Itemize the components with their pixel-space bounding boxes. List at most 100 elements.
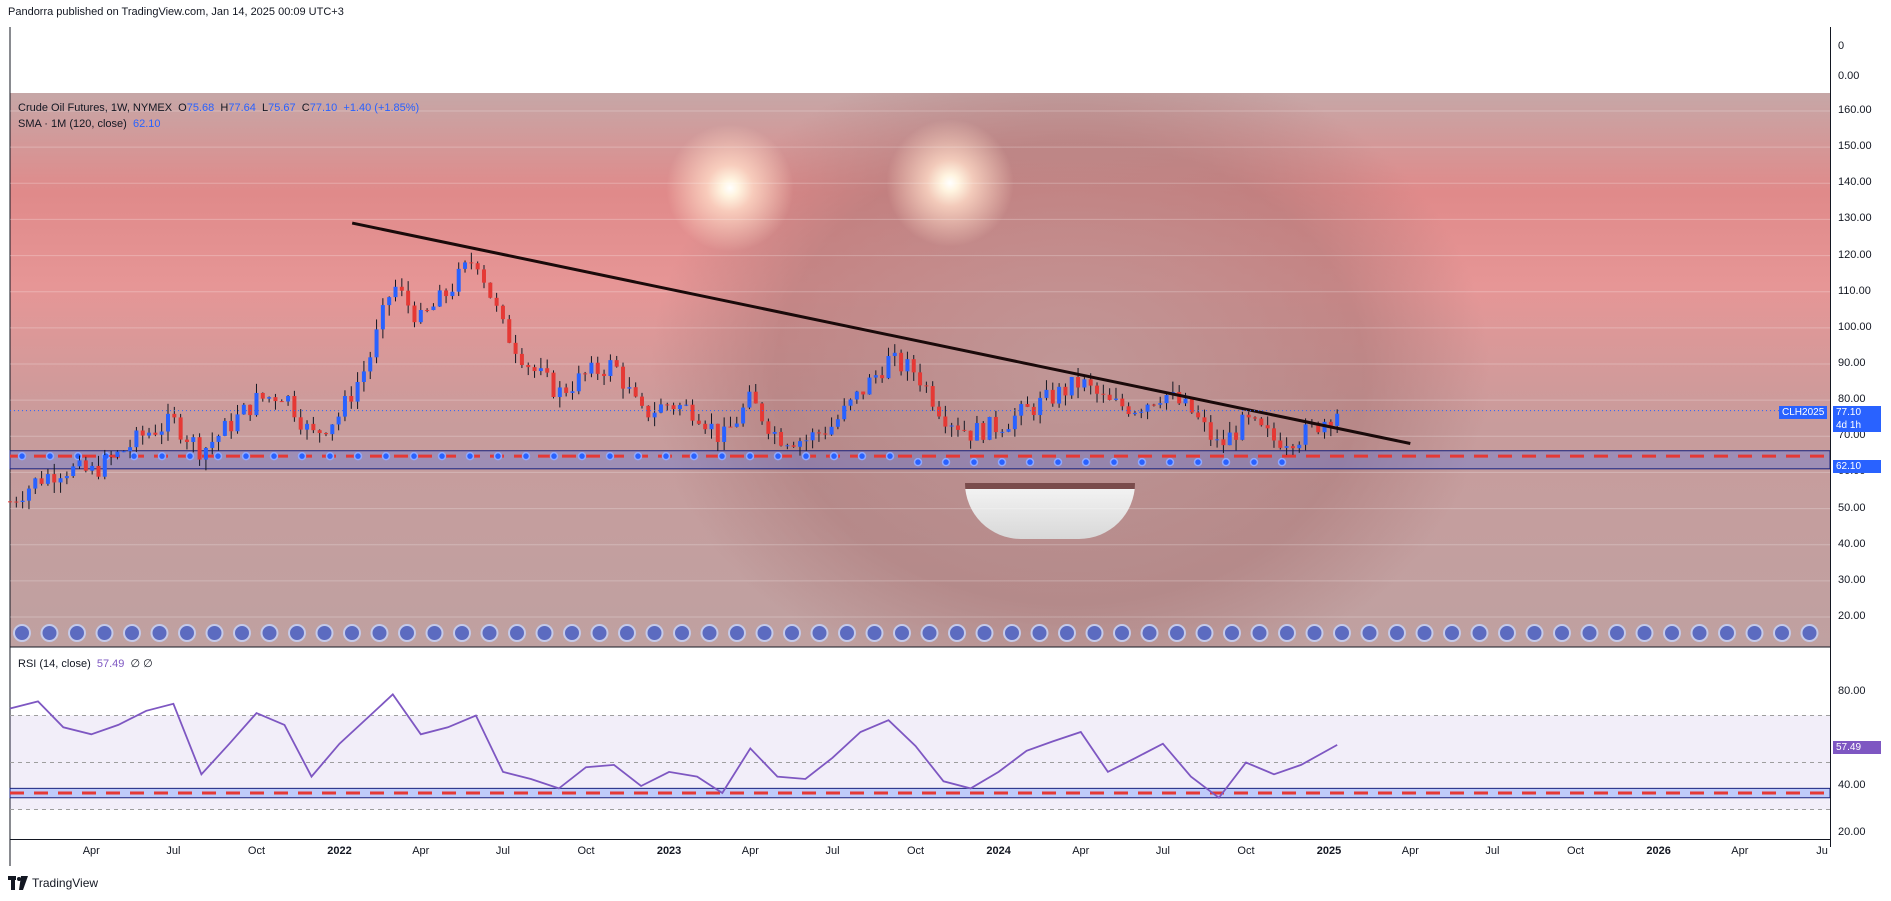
candle-body bbox=[380, 305, 385, 330]
candle-body bbox=[507, 319, 512, 343]
event-marker-icon bbox=[123, 624, 141, 642]
candle-body bbox=[614, 360, 619, 367]
candle-body bbox=[918, 372, 923, 386]
candle-body bbox=[1253, 417, 1258, 419]
candle-body bbox=[172, 413, 177, 418]
event-marker-icon bbox=[1773, 624, 1791, 642]
sma-marker-dot bbox=[801, 451, 811, 461]
candle-body bbox=[861, 391, 866, 395]
candle-body bbox=[425, 309, 430, 311]
candle-body bbox=[8, 501, 12, 503]
candle-body bbox=[1189, 398, 1194, 413]
sma-marker-dot bbox=[661, 451, 671, 461]
candle-body bbox=[943, 416, 948, 427]
candle-body bbox=[671, 405, 676, 410]
candle-body bbox=[703, 423, 708, 430]
time-tick: Apr bbox=[82, 845, 100, 857]
candle-body bbox=[298, 417, 303, 430]
candle-body bbox=[121, 451, 126, 453]
sma-marker-dot bbox=[829, 451, 839, 461]
event-marker-icon bbox=[1250, 624, 1269, 642]
change-value: +1.40 (+1.85%) bbox=[343, 102, 420, 114]
candle-body bbox=[715, 423, 720, 442]
event-marker-icon bbox=[1635, 624, 1654, 642]
event-marker-icon bbox=[1663, 624, 1681, 642]
tradingview-logo-icon bbox=[8, 876, 28, 890]
time-tick: Jul bbox=[1485, 845, 1500, 857]
candle-body bbox=[1196, 412, 1201, 418]
sma-marker-dot bbox=[1277, 457, 1287, 467]
time-tick: Jul bbox=[1155, 845, 1170, 857]
open-label: O bbox=[178, 102, 187, 114]
time-tick: Oct bbox=[1566, 845, 1585, 857]
event-marker-icon bbox=[370, 624, 389, 642]
candle-body bbox=[551, 372, 556, 397]
candle-body bbox=[741, 407, 746, 424]
candle-body bbox=[892, 352, 897, 357]
high-label: H bbox=[220, 102, 229, 114]
footer[interactable]: TradingView bbox=[8, 876, 98, 890]
candle-body bbox=[760, 403, 765, 422]
sma-marker-dot bbox=[1193, 457, 1203, 467]
candle-body bbox=[538, 368, 543, 372]
sma-legend[interactable]: SMA · 1M (120, close) 62.10 bbox=[18, 118, 160, 130]
sma-marker-dot bbox=[213, 451, 223, 461]
event-marker-icon bbox=[1608, 624, 1626, 642]
candle-body bbox=[1145, 404, 1150, 412]
candle-body bbox=[1164, 395, 1169, 404]
event-marker-icon bbox=[1498, 624, 1516, 642]
sma-marker-dot bbox=[689, 451, 699, 461]
time-tick: Jul bbox=[825, 845, 840, 857]
sma-marker-dot bbox=[1165, 457, 1175, 467]
candle-body bbox=[140, 430, 145, 436]
candle-body bbox=[1101, 393, 1106, 395]
glowing-eye-right bbox=[875, 108, 1025, 258]
candle-body bbox=[463, 262, 468, 269]
candle-body bbox=[545, 368, 550, 373]
candle-body bbox=[526, 365, 531, 368]
event-marker-icon bbox=[150, 624, 169, 642]
sma-marker-dot bbox=[129, 451, 139, 461]
candle-body bbox=[64, 476, 69, 479]
candle-body bbox=[279, 401, 284, 403]
candle-body bbox=[608, 360, 613, 377]
candle-body bbox=[267, 397, 272, 399]
candle-body bbox=[1335, 413, 1340, 426]
candle-body bbox=[583, 373, 588, 375]
candle-body bbox=[1069, 376, 1074, 396]
candle-body bbox=[797, 441, 802, 447]
candle-body bbox=[235, 414, 240, 432]
candle-body bbox=[1082, 379, 1087, 388]
sma-marker-dot bbox=[325, 451, 335, 461]
event-marker-icon bbox=[68, 624, 86, 642]
candle-body bbox=[469, 262, 474, 264]
event-marker-icon bbox=[1470, 624, 1489, 642]
time-axis[interactable] bbox=[10, 839, 1830, 860]
candle-body bbox=[658, 404, 663, 413]
candle-body bbox=[1183, 398, 1188, 404]
event-marker-icon bbox=[865, 624, 884, 642]
candle-body bbox=[753, 391, 758, 404]
candle-body bbox=[1158, 403, 1163, 405]
candle-body bbox=[1151, 404, 1156, 406]
candle-body bbox=[1240, 414, 1245, 440]
candle-body bbox=[178, 417, 183, 440]
event-marker-icon bbox=[315, 624, 334, 642]
event-marker-icon bbox=[1580, 624, 1599, 642]
rsi-legend[interactable]: RSI (14, close) 57.49 ∅ ∅ bbox=[18, 657, 153, 670]
price-axis[interactable] bbox=[1830, 27, 1891, 847]
event-marker-icon bbox=[1745, 624, 1764, 642]
candle-body bbox=[690, 404, 695, 421]
event-marker-icon bbox=[1113, 624, 1131, 642]
candle-body bbox=[646, 405, 651, 418]
candle-body bbox=[450, 291, 455, 297]
candle-body bbox=[899, 352, 904, 372]
candle-body bbox=[45, 474, 50, 484]
candle-body bbox=[102, 455, 107, 477]
candle-body bbox=[564, 387, 569, 393]
candle-body bbox=[829, 426, 834, 435]
candle-body bbox=[804, 440, 809, 442]
event-marker-icon bbox=[1333, 624, 1351, 642]
candle-body bbox=[134, 430, 139, 448]
candle-body bbox=[728, 426, 733, 428]
